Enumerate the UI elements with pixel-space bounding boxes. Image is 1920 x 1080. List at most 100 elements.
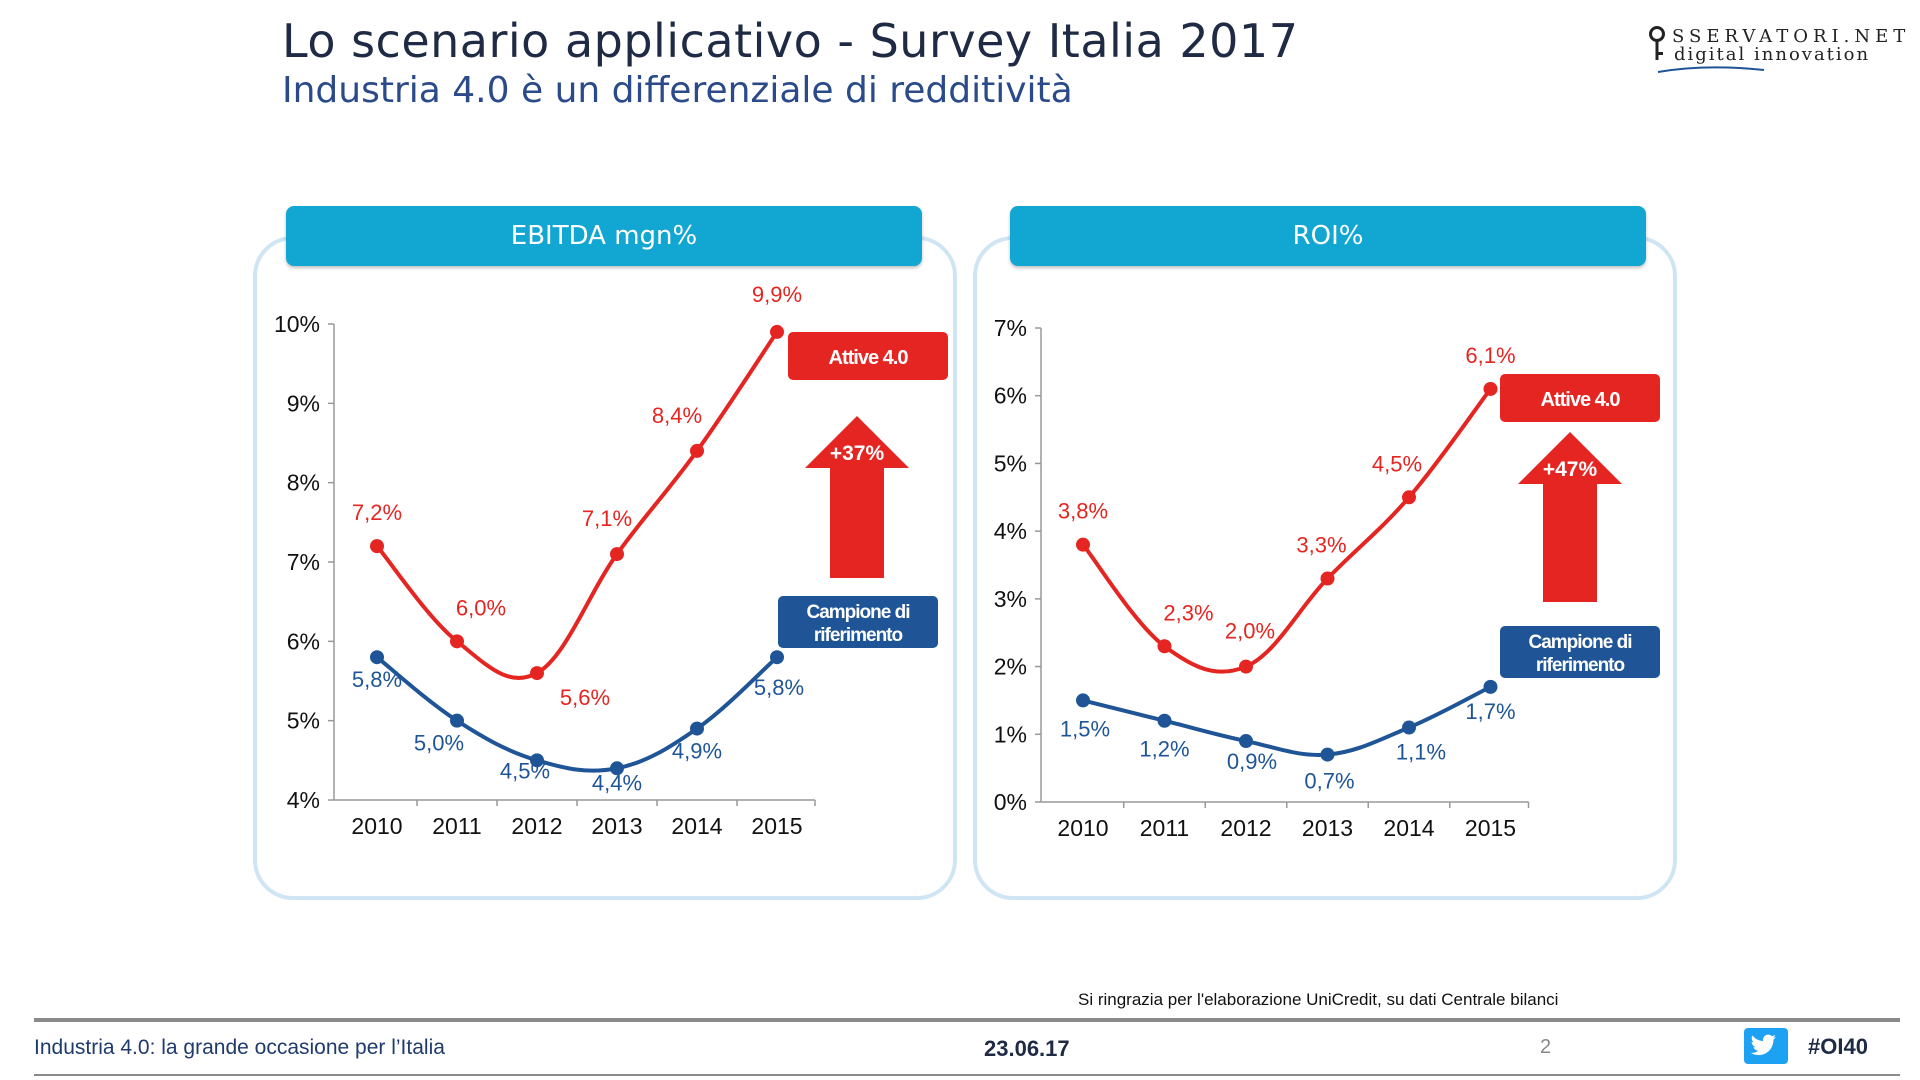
roi-panel-header: ROI%	[1010, 206, 1646, 266]
campione-data-point	[1157, 713, 1172, 728]
campione-series-line	[375, 655, 779, 773]
attive-data-point	[610, 547, 624, 562]
campione-data-label: 5,0%	[414, 731, 464, 756]
attive-data-label: 5,6%	[560, 685, 610, 710]
x-tick-label: 2013	[1302, 815, 1353, 841]
twitter-bird-icon	[1750, 1034, 1776, 1056]
attive-data-label: 8,4%	[652, 403, 702, 428]
ebitda-panel-header: EBITDA mgn%	[286, 206, 922, 266]
campione-data-point	[1483, 679, 1498, 694]
attive-data-point	[1157, 639, 1172, 654]
page-number: 2	[1540, 1036, 1552, 1058]
y-tick-label: 6%	[994, 383, 1027, 409]
campione-legend-label-line1: Campione di	[1528, 632, 1631, 653]
attive-data-point	[1483, 381, 1498, 396]
x-tick-label: 2014	[1383, 815, 1434, 841]
campione-data-point	[770, 650, 784, 665]
campione-data-point	[450, 713, 464, 728]
page-title: Lo scenario applicativo - Survey Italia …	[282, 14, 1299, 68]
x-tick-label: 2010	[351, 813, 402, 839]
attive-data-label: 7,1%	[582, 506, 632, 531]
campione-data-point	[610, 761, 624, 776]
attive-data-label: 6,1%	[1465, 343, 1515, 368]
campione-data-label: 1,2%	[1139, 737, 1189, 762]
campione-data-point	[1239, 734, 1253, 749]
x-tick-label: 2015	[751, 813, 802, 839]
attive-data-point	[1239, 659, 1253, 674]
y-tick-label: 7%	[994, 315, 1027, 341]
attive-data-point	[530, 666, 544, 681]
x-tick-label: 2011	[432, 813, 481, 839]
y-tick-label: 10%	[274, 311, 320, 337]
attive-data-point	[770, 324, 784, 339]
event-hashtag: #OI40	[1808, 1034, 1868, 1059]
attive-legend-label: Attive 4.0	[1541, 389, 1621, 411]
attive-data-label: 4,5%	[1372, 451, 1422, 476]
campione-legend-box	[778, 596, 938, 648]
logo-line1: SSERVATORI.NET	[1672, 26, 1911, 47]
attive-data-label: 3,8%	[1058, 499, 1108, 524]
attive-data-point	[1076, 537, 1090, 552]
y-tick-label: 6%	[287, 628, 320, 654]
logo-swoosh	[1657, 66, 1765, 73]
attive-data-point	[370, 539, 384, 554]
page-subtitle: Industria 4.0 è un differenziale di redd…	[282, 70, 1073, 111]
y-tick-label: 8%	[287, 470, 320, 496]
campione-data-point	[690, 721, 704, 736]
campione-legend-label-line2: riferimento	[814, 625, 903, 646]
x-tick-label: 2013	[591, 813, 642, 839]
osservatori-logo: SSERVATORI.NET digital innovation	[1648, 26, 1905, 80]
attive-data-label: 2,0%	[1225, 619, 1275, 644]
y-tick-label: 5%	[287, 708, 320, 734]
attive-legend-box	[1500, 374, 1660, 422]
increase-arrow-icon	[805, 416, 909, 578]
campione-legend-label-line2: riferimento	[1536, 655, 1625, 676]
attive-series-line	[375, 330, 779, 680]
campione-data-point	[1402, 720, 1416, 735]
footer-event-title: Industria 4.0: la grande occasione per l…	[34, 1036, 445, 1059]
twitter-icon[interactable]	[1744, 1028, 1788, 1064]
campione-data-point	[1076, 693, 1090, 708]
x-tick-label: 2014	[671, 813, 722, 839]
campione-legend-label-line1: Campione di	[806, 602, 909, 623]
key-icon	[1649, 26, 1665, 60]
campione-legend-box	[1500, 626, 1660, 678]
campione-data-label: 5,8%	[754, 675, 804, 700]
campione-data-point	[370, 650, 384, 665]
attive-data-label: 7,2%	[352, 500, 402, 525]
x-tick-label: 2015	[1465, 815, 1516, 841]
footer-date: 23.06.17	[984, 1036, 1070, 1061]
x-tick-label: 2010	[1057, 815, 1108, 841]
attive-data-point	[1320, 571, 1335, 586]
y-tick-label: 0%	[994, 789, 1027, 815]
campione-data-point	[1320, 747, 1335, 762]
y-tick-label: 9%	[287, 390, 320, 416]
y-tick-label: 4%	[994, 518, 1027, 544]
y-tick-label: 4%	[287, 787, 320, 813]
campione-series-line	[1082, 685, 1492, 757]
campione-data-label: 0,9%	[1227, 749, 1277, 774]
x-tick-label: 2012	[1220, 815, 1271, 841]
attive-data-label: 6,0%	[456, 595, 506, 620]
attive-data-label: 2,3%	[1163, 600, 1213, 625]
attive-series-line	[1081, 387, 1493, 674]
logo-line2: digital innovation	[1674, 44, 1871, 65]
increase-arrow-label: +47%	[1543, 458, 1598, 481]
attive-data-point	[690, 443, 704, 458]
attive-legend-box	[788, 332, 948, 380]
y-tick-label: 2%	[994, 654, 1027, 680]
attive-data-label: 9,9%	[752, 282, 802, 307]
attive-data-label: 3,3%	[1296, 533, 1346, 558]
y-tick-label: 3%	[994, 586, 1027, 612]
attive-data-point	[1402, 490, 1416, 505]
campione-data-label: 4,5%	[500, 758, 550, 783]
campione-data-label: 0,7%	[1304, 769, 1354, 794]
campione-data-label: 1,1%	[1396, 740, 1446, 765]
attive-legend-label: Attive 4.0	[829, 347, 909, 369]
campione-data-label: 5,8%	[352, 667, 402, 692]
footer-divider-top	[34, 1018, 1900, 1022]
campione-data-label: 4,9%	[672, 739, 722, 764]
campione-data-point	[530, 753, 544, 768]
y-tick-label: 5%	[994, 450, 1027, 476]
